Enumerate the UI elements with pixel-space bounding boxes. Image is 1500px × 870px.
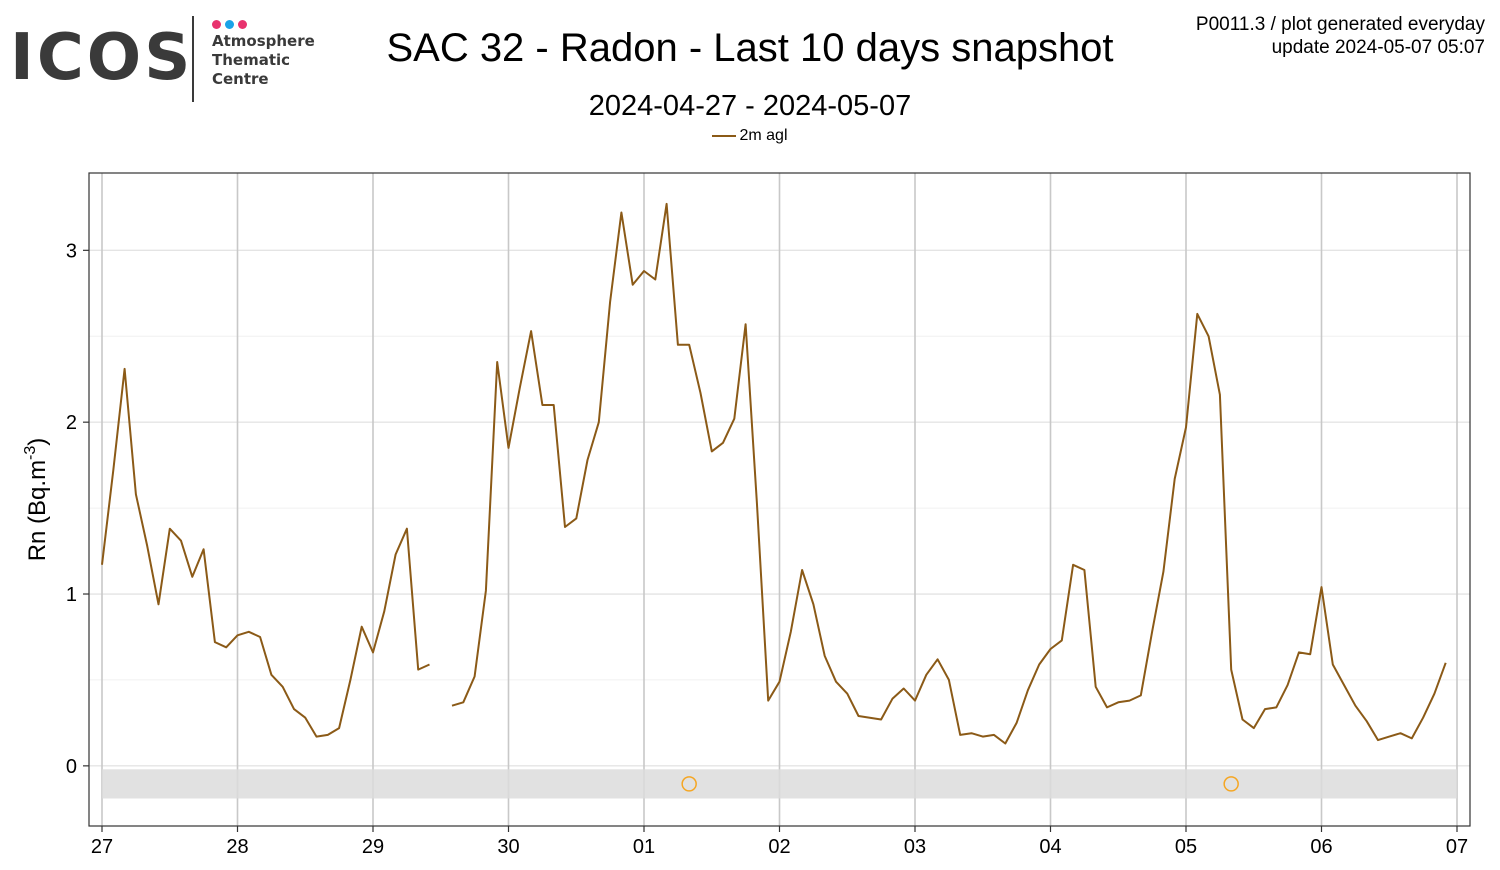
y-tick-label: 2 bbox=[66, 412, 77, 434]
series-line-2m-agl bbox=[101, 367, 430, 738]
plot-id-text: P0011.3 / plot generated everyday bbox=[1195, 14, 1485, 35]
y-tick-label: 3 bbox=[66, 240, 77, 262]
y-tick-label: 0 bbox=[66, 756, 77, 778]
logo-dot-icon bbox=[212, 20, 221, 29]
icos-logo: ICOS Atmosphere Thematic Centre bbox=[10, 14, 330, 106]
logo-line-2: Thematic bbox=[212, 51, 291, 69]
legend-swatch bbox=[712, 134, 737, 137]
legend: 2m agl bbox=[0, 126, 1500, 146]
x-tick-label: 28 bbox=[226, 836, 248, 858]
y-axis-label-base: Rn (Bq.m bbox=[24, 460, 51, 561]
series-line-2m-agl bbox=[451, 202, 1447, 745]
logo-line-1: Atmosphere bbox=[212, 32, 315, 50]
y-axis: 0 1 2 3 bbox=[66, 240, 89, 778]
flag-markers bbox=[681, 776, 1239, 792]
series-layer bbox=[101, 202, 1447, 745]
x-tick-label: 07 bbox=[1446, 836, 1468, 858]
y-axis-label-sup: -3 bbox=[22, 446, 39, 460]
x-tick-label: 30 bbox=[497, 836, 519, 858]
x-tick-label: 27 bbox=[91, 836, 113, 858]
x-tick-label: 29 bbox=[362, 836, 384, 858]
logo-dot-icon bbox=[225, 20, 234, 29]
grid bbox=[89, 173, 1470, 826]
plot-meta: P0011.3 / plot generated everyday update… bbox=[1196, 13, 1485, 59]
chart-subtitle: 2024-04-27 - 2024-05-07 bbox=[588, 90, 912, 122]
logo-wordmark: ICOS bbox=[10, 21, 194, 95]
x-axis: 27 28 29 30 01 02 03 04 05 06 07 bbox=[91, 826, 1468, 858]
x-tick-label: 04 bbox=[1039, 836, 1061, 858]
logo-dot-icon bbox=[238, 20, 247, 29]
logo-text: Atmosphere Thematic Centre bbox=[212, 32, 315, 89]
x-tick-label: 03 bbox=[904, 836, 926, 858]
chart-title: SAC 32 - Radon - Last 10 days snapshot bbox=[386, 26, 1114, 70]
legend-label: 2m agl bbox=[739, 127, 788, 144]
flag-marker-icon bbox=[1223, 776, 1239, 792]
flag-band bbox=[102, 769, 1457, 799]
x-tick-label: 02 bbox=[768, 836, 790, 858]
y-tick-label: 1 bbox=[66, 584, 77, 606]
x-tick-label: 06 bbox=[1310, 836, 1332, 858]
update-timestamp: update 2024-05-07 05:07 bbox=[1271, 37, 1485, 58]
x-tick-label: 01 bbox=[633, 836, 655, 858]
x-tick-label: 05 bbox=[1175, 836, 1197, 858]
logo-divider bbox=[192, 16, 194, 102]
y-axis-label: Rn (Bq.m-3) bbox=[22, 438, 51, 562]
flag-marker-icon bbox=[681, 776, 697, 792]
logo-line-3: Centre bbox=[212, 70, 269, 88]
flag-band-layer bbox=[102, 769, 1457, 799]
y-axis-label-close: ) bbox=[24, 438, 51, 446]
logo-dots bbox=[212, 16, 251, 29]
